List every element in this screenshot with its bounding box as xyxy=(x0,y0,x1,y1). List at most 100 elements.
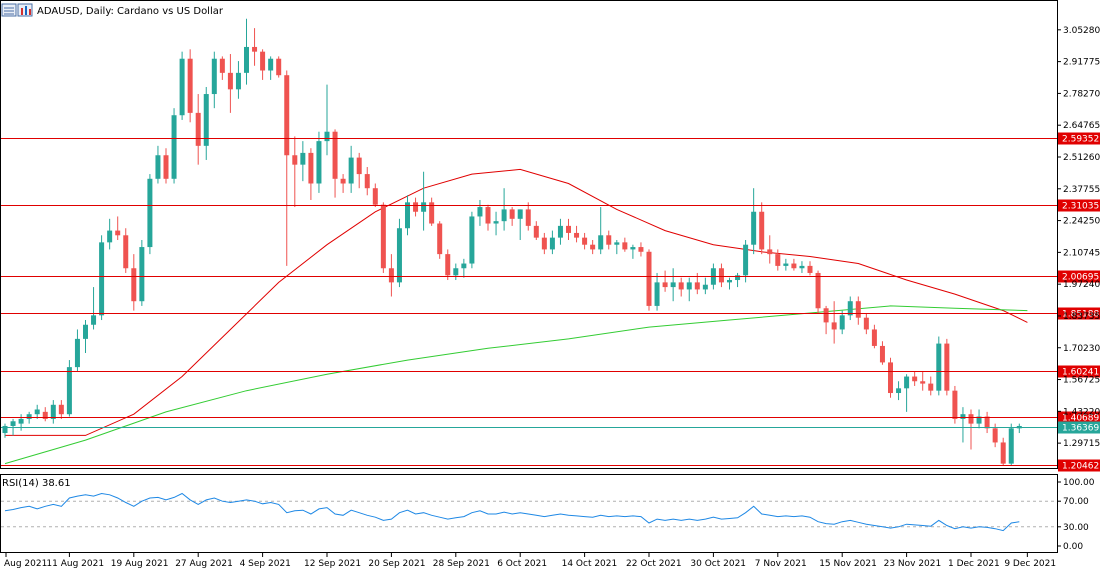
candle-body xyxy=(437,223,443,255)
candle-body xyxy=(324,131,330,142)
price-tick-label: 1.56725 xyxy=(1063,376,1100,386)
rsi-tick-label: 70.00 xyxy=(1063,497,1089,507)
candle-body xyxy=(469,216,475,264)
candle-body xyxy=(557,225,563,238)
candle-body xyxy=(735,275,741,281)
date-tick-label: 7 Nov 2021 xyxy=(755,559,807,569)
candle-body xyxy=(388,268,394,283)
candle-body xyxy=(509,209,515,219)
price-tick-label: 1.70230 xyxy=(1063,344,1100,354)
level-price-badge xyxy=(1058,199,1100,212)
current-price-badge xyxy=(1058,421,1100,434)
candle-body xyxy=(203,94,209,146)
candle-body xyxy=(815,272,821,309)
candle-body xyxy=(718,268,724,283)
candle-body xyxy=(767,249,773,255)
horizontal-levels-layer: 2.59352 2.31035 2.00695 1.85188 1.60241 1.406… xyxy=(1,132,1100,472)
candle-body xyxy=(960,414,966,419)
candle-body xyxy=(678,282,684,290)
date-tick-label: 28 Sep 2021 xyxy=(433,559,490,569)
candle-body xyxy=(582,237,588,245)
date-tick-label: Aug 2021 xyxy=(4,559,47,569)
price-tick-label: 1.97240 xyxy=(1063,280,1100,290)
candle-body xyxy=(260,51,266,71)
candle-body xyxy=(99,242,105,316)
date-tick-label: 14 Oct 2021 xyxy=(562,559,618,569)
candle-body xyxy=(235,72,241,90)
chart-type-icon[interactable] xyxy=(17,3,33,17)
candle-body xyxy=(405,202,410,229)
price-tick-label: 2.10745 xyxy=(1063,248,1100,258)
candle-body xyxy=(187,58,193,113)
candle-body xyxy=(445,254,451,276)
window-menu-icon[interactable] xyxy=(1,3,17,17)
candle-body xyxy=(839,315,845,330)
date-tick-label: 11 Aug 2021 xyxy=(46,559,104,569)
candle-body xyxy=(976,416,982,424)
candle-body xyxy=(871,329,877,346)
candle-body xyxy=(58,404,64,415)
rsi-layer: 100.00 70.00 30.00 0.00 xyxy=(1,478,1095,552)
candle-body xyxy=(413,202,419,212)
date-tick-label: 12 Sep 2021 xyxy=(304,559,361,569)
candle-body xyxy=(896,388,902,394)
level-price-badge xyxy=(1058,365,1100,378)
candle-body xyxy=(847,301,853,316)
candle-body xyxy=(727,280,732,283)
candle-body xyxy=(227,72,233,90)
level-price-badge xyxy=(1058,307,1100,320)
candle-body xyxy=(219,58,225,73)
price-axis: 3.05280 2.91775 2.78270 2.64765 2.51260 2.377… xyxy=(1057,26,1100,449)
candle-body xyxy=(807,265,813,273)
candle-body xyxy=(670,282,676,288)
candle-body xyxy=(614,242,620,245)
candle-body xyxy=(541,237,547,250)
moving-average-line xyxy=(4,305,1028,465)
candle-body xyxy=(831,322,837,330)
candle-body xyxy=(992,428,998,443)
candle-body xyxy=(702,284,708,290)
candle-body xyxy=(823,308,829,323)
price-tick-label: 2.64765 xyxy=(1063,121,1100,131)
candle-body xyxy=(662,282,668,288)
price-tick-label: 2.91775 xyxy=(1063,58,1100,68)
candle-body xyxy=(654,282,660,306)
date-tick-label: 19 Aug 2021 xyxy=(111,559,169,569)
candle-body xyxy=(453,268,459,276)
candle-body xyxy=(493,221,499,224)
candle-body xyxy=(1008,428,1014,464)
level-price-badge xyxy=(1058,132,1100,145)
candle-body xyxy=(131,268,137,302)
date-tick-label: 22 Oct 2021 xyxy=(626,559,682,569)
candle-body xyxy=(26,414,32,419)
date-tick-label: 9 Dec 2021 xyxy=(1004,559,1056,569)
price-tick-label: 2.37755 xyxy=(1063,185,1100,195)
candle-body xyxy=(396,228,402,283)
level-price-badge xyxy=(1058,459,1100,472)
candle-body xyxy=(284,75,290,156)
candle-body xyxy=(879,345,885,363)
candle-body xyxy=(799,265,805,269)
level-price-label: 2.31035 xyxy=(1062,202,1099,212)
candle-body xyxy=(50,404,56,419)
candle-body xyxy=(340,178,346,184)
candle-body xyxy=(356,157,362,175)
candle-body xyxy=(461,263,467,269)
level-price-badge xyxy=(1058,270,1100,283)
candle-body xyxy=(694,282,700,290)
candle-body xyxy=(244,46,249,73)
candle-body xyxy=(743,244,749,276)
date-tick-label: 23 Nov 2021 xyxy=(884,559,942,569)
price-tick-label: 1.83735 xyxy=(1063,312,1100,322)
candle-body xyxy=(1000,442,1006,464)
moving-average-layer xyxy=(4,168,1028,465)
level-price-label: 2.59352 xyxy=(1062,135,1099,145)
chart-title: ADAUSD, Daily: Cardano vs US Dollar xyxy=(37,6,224,17)
candle-body xyxy=(308,152,314,184)
price-tick-label: 3.05280 xyxy=(1063,26,1100,36)
candle-body xyxy=(316,141,322,184)
candle-body xyxy=(630,247,636,250)
candle-body xyxy=(83,324,88,339)
candle-body xyxy=(952,390,958,419)
